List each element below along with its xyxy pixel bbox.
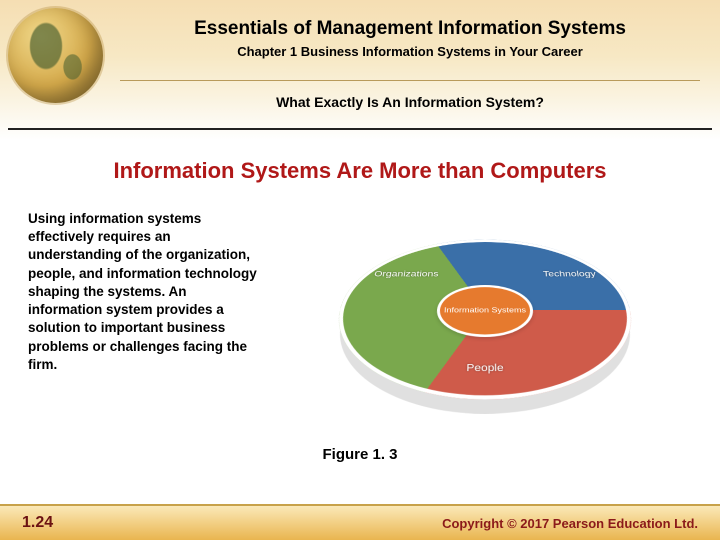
pie-center: Information Systems bbox=[435, 285, 535, 337]
pie-chart: Organizations Technology People Informat… bbox=[321, 240, 650, 400]
body-paragraph: Using information systems effectively re… bbox=[28, 210, 258, 410]
divider-thin bbox=[120, 80, 700, 81]
chapter-title: Chapter 1 Business Information Systems i… bbox=[120, 44, 700, 59]
slice-label-people: People bbox=[466, 363, 504, 374]
slice-label-technology: Technology bbox=[543, 270, 597, 278]
pie-center-label: Information Systems bbox=[444, 306, 527, 314]
divider-thick bbox=[8, 128, 712, 130]
slice-label-organizations: Organizations bbox=[374, 270, 439, 278]
pie-diagram: Organizations Technology People Informat… bbox=[278, 210, 692, 410]
footer-bar: 1.24 Copyright © 2017 Pearson Education … bbox=[0, 504, 720, 540]
figure-caption: Figure 1. 3 bbox=[0, 446, 720, 463]
copyright-text: Copyright © 2017 Pearson Education Ltd. bbox=[442, 516, 698, 531]
page-number: 1.24 bbox=[22, 514, 53, 532]
book-title: Essentials of Management Information Sys… bbox=[120, 18, 700, 40]
section-question: What Exactly Is An Information System? bbox=[120, 94, 700, 110]
content-row: Using information systems effectively re… bbox=[28, 210, 692, 410]
slide-title: Information Systems Are More than Comput… bbox=[0, 158, 720, 184]
header-titles: Essentials of Management Information Sys… bbox=[120, 18, 700, 59]
globe-icon bbox=[8, 8, 103, 103]
